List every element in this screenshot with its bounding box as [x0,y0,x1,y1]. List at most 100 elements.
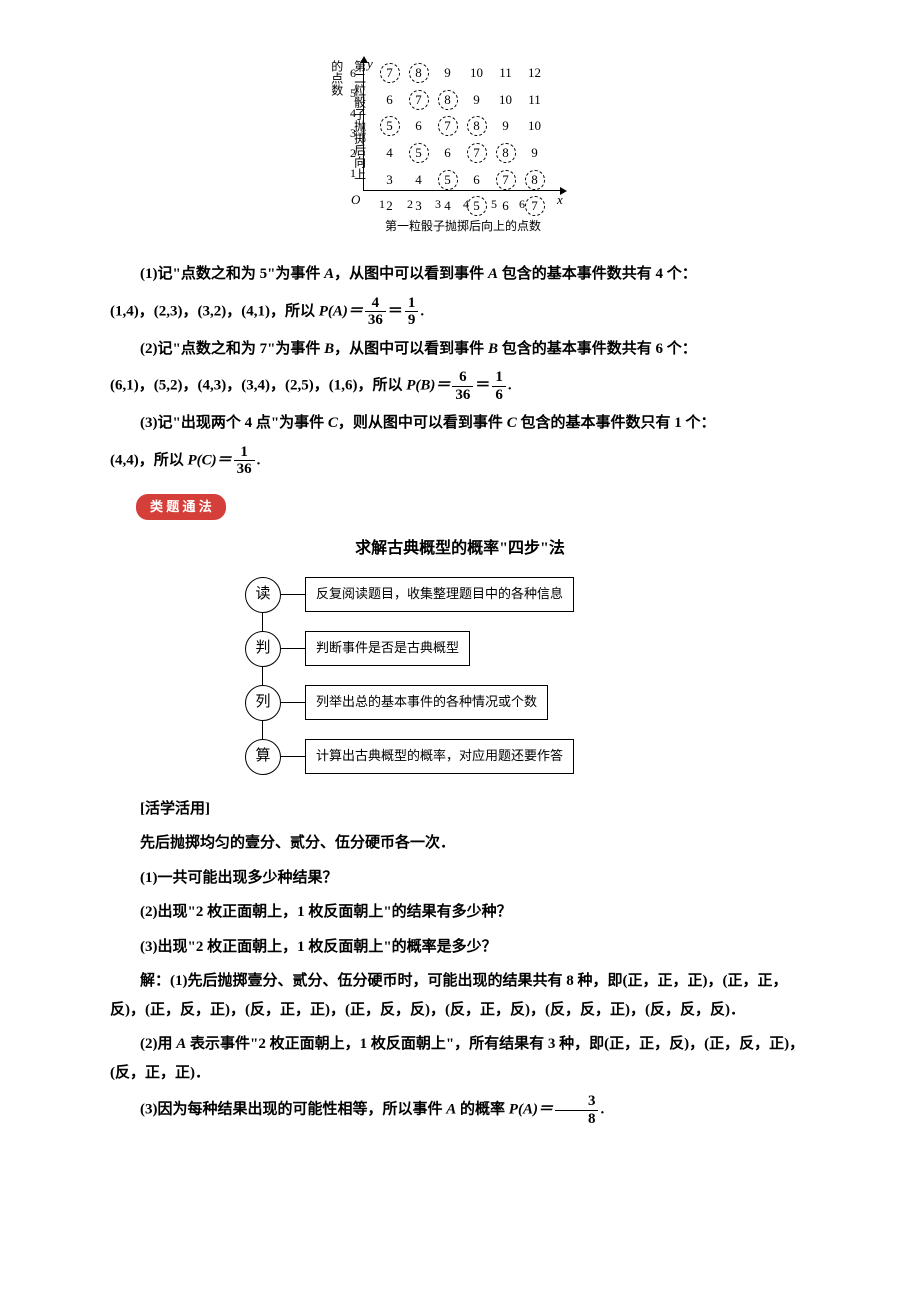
dice-sum-grid: 第二粒骰子抛掷后向上的点数 6 5 4 3 2 1 y 789101112678… [325,60,595,240]
prob-expr: P(C)＝ [188,452,232,468]
part1-line1: (1)记"点数之和为 5"为事件 A，从图中可以看到事件 A 包含的基本事件数共… [110,260,810,289]
flow-node: 算 [245,739,281,775]
practice-a1: 解：(1)先后抛掷壹分、贰分、伍分硬币时，可能出现的结果共有 8 种，即(正，正… [110,967,810,1024]
flow-connector [281,702,305,703]
x-var: x [557,188,563,213]
flow-textbox: 反复阅读题目，收集整理题目中的各种信息 [305,577,574,612]
grid-cell: 6 [375,87,404,114]
practice-q2: (2)出现"2 枚正面朝上，1 枚反面朝上"的结果有多少种？ [110,898,810,927]
equals: ＝ [388,303,403,319]
xtick: 4 [463,193,469,216]
practice-a3: (3)因为每种结果出现的可能性相等，所以事件 A 的概率 P(A)＝38. [110,1093,810,1127]
fraction: 636 [452,369,473,403]
text: (3)记"出现两个 4 点"为事件 [140,415,328,431]
grid-cell: 7 [375,60,404,87]
grid-cell: 5 [375,113,404,140]
grid-cell: 9 [462,87,491,114]
fraction: 19 [405,295,419,329]
practice-intro: 先后抛掷均匀的壹分、贰分、伍分硬币各一次． [110,829,810,858]
event-B: B [324,341,334,357]
part2-line2: (6,1)，(5,2)，(4,3)，(3,4)，(2,5)，(1,6)，所以 P… [110,369,810,403]
flow-row: 列列举出总的基本事件的各种情况或个数 [245,685,675,721]
y-axis: 6 5 4 3 2 1 [363,60,364,190]
grid-cell: 8 [404,60,433,87]
flow-connector [281,648,305,649]
grid-cell: 10 [462,60,491,87]
grid-cell: 7 [404,87,433,114]
ytick: 1 [350,162,356,185]
grid-cell: 4 [375,140,404,167]
text: (1,4)，(2,3)，(3,2)，(4,1)，所以 [110,303,319,319]
grid-cell: 6 [404,113,433,140]
flow-node: 判 [245,631,281,667]
four-step-flowchart: 读反复阅读题目，收集整理题目中的各种信息判判断事件是否是古典概型列列举出总的基本… [245,577,675,775]
flow-link [262,613,675,631]
text: 包含的基本事件数共有 4 个： [498,266,697,282]
event-A: A [488,266,498,282]
prob-expr: P(A)＝ [319,303,363,319]
flow-node: 读 [245,577,281,613]
prob-expr: P(B)＝ [406,377,450,393]
x-axis: 1 2 3 4 5 6 [363,190,563,191]
flow-textbox: 判断事件是否是古典概型 [305,631,470,666]
prob-expr: P(A)＝ [509,1102,553,1118]
flow-node: 列 [245,685,281,721]
xtick: 3 [435,193,441,216]
part3-line1: (3)记"出现两个 4 点"为事件 C，则从图中可以看到事件 C 包含的基本事件… [110,409,810,438]
period: . [600,1102,604,1118]
grid-cell: 8 [433,87,462,114]
text: 表示事件"2 枚正面朝上，1 枚反面朝上"，所有结果有 3 种，即(正，正，反)… [110,1036,804,1081]
practice-header: [活学活用] [110,795,810,824]
period: . [508,377,512,393]
text: ，则从图中可以看到事件 [338,415,507,431]
grid-cell: 10 [520,113,549,140]
text: 包含的基本事件数只有 1 个： [517,415,716,431]
flow-connector [281,756,305,757]
grid-cell: 11 [520,87,549,114]
flow-link [262,667,675,685]
flow-row: 判判断事件是否是古典概型 [245,631,675,667]
grid-cell: 9 [491,113,520,140]
grid-cell: 11 [491,60,520,87]
event-B: B [488,341,498,357]
grid-cell: 12 [520,60,549,87]
period: . [420,303,424,319]
origin-label: O [351,188,360,213]
method-badge: 类 题 通 法 [136,494,226,521]
grid-cell: 9 [520,140,549,167]
part3-line2: (4,4)，所以 P(C)＝136. [110,444,810,478]
event-A: A [324,266,334,282]
event-C: C [328,415,338,431]
grid-cell: 10 [491,87,520,114]
text: (2)用 [140,1036,176,1052]
part1-line2: (1,4)，(2,3)，(3,2)，(4,1)，所以 P(A)＝436＝19. [110,295,810,329]
xtick: 2 [407,193,413,216]
practice-q1: (1)一共可能出现多少种结果？ [110,864,810,893]
flow-connector [281,594,305,595]
grid-cell: 5 [404,140,433,167]
text: (4,4)，所以 [110,452,188,468]
flow-link [262,721,675,739]
fraction: 38 [555,1093,599,1127]
practice-a2: (2)用 A 表示事件"2 枚正面朝上，1 枚反面朝上"，所有结果有 3 种，即… [110,1030,810,1087]
text: (2)记"点数之和为 7"为事件 [140,341,324,357]
event-A: A [446,1102,456,1118]
event-C: C [507,415,517,431]
practice-q3: (3)出现"2 枚正面朝上，1 枚反面朝上"的概率是多少？ [110,933,810,962]
text: ，从图中可以看到事件 [334,341,488,357]
flow-textbox: 列举出总的基本事件的各种情况或个数 [305,685,548,720]
grid-cell: 8 [462,113,491,140]
xtick: 6 [519,193,525,216]
grid-cell: 9 [433,60,462,87]
fraction: 436 [365,295,386,329]
flow-title: 求解古典概型的概率"四步"法 [110,534,810,564]
period: . [257,452,261,468]
x-axis-label: 第一粒骰子抛掷后向上的点数 [385,215,541,238]
fraction: 16 [492,369,506,403]
y-var: y [367,52,373,77]
grid-cell: 7 [433,113,462,140]
text: (1)记"点数之和为 5"为事件 [140,266,324,282]
grid-cell: 8 [491,140,520,167]
xtick: 5 [491,193,497,216]
event-A: A [176,1036,186,1052]
